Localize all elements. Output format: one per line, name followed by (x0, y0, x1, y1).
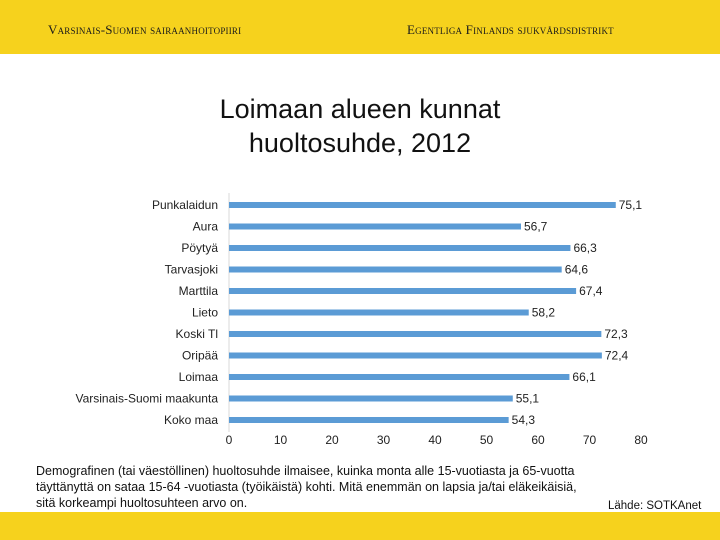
value-label: 72,3 (604, 327, 628, 341)
bar (229, 288, 577, 294)
bar (229, 331, 602, 337)
chart-title-line-1: Loimaan alueen kunnat (219, 94, 501, 124)
category-label: Loimaa (179, 370, 219, 384)
value-label: 67,4 (579, 284, 603, 298)
x-tick-label: 30 (377, 433, 391, 447)
value-label: 58,2 (532, 306, 556, 320)
x-tick-label: 20 (325, 433, 339, 447)
x-tick-label: 70 (583, 433, 597, 447)
category-label: Aura (193, 220, 219, 234)
x-tick-label: 40 (428, 433, 442, 447)
bar (229, 374, 570, 380)
x-tick-label: 0 (226, 433, 233, 447)
value-label: 54,3 (512, 413, 536, 427)
source-label: Lähde: SOTKAnet (608, 500, 702, 512)
category-label: Marttila (179, 284, 219, 298)
value-label: 75,1 (619, 198, 643, 212)
x-tick-label: 60 (531, 433, 545, 447)
value-label: 66,1 (572, 370, 596, 384)
header-band (0, 0, 720, 54)
chart-title: Loimaan alueen kunnat huoltosuhde, 2012 (130, 92, 590, 160)
footnote: Demografinen (tai väestöllinen) huoltosu… (36, 464, 577, 510)
category-label: Koski Tl (176, 327, 218, 341)
bar (229, 352, 602, 359)
x-tick-label: 10 (274, 433, 288, 447)
header-organization-sv: Egentliga Finlands sjukvårdsdistrikt (407, 22, 614, 37)
category-label: Pöytyä (181, 241, 218, 255)
bar (229, 266, 562, 273)
bar (229, 417, 509, 423)
x-tick-label: 80 (634, 433, 648, 447)
category-label: Koko maa (164, 413, 218, 427)
header-organization-fi: Varsinais-Suomen sairaanhoitopiiri (48, 22, 242, 37)
value-label: 66,3 (573, 241, 597, 255)
category-label: Lieto (192, 306, 218, 320)
bar (229, 223, 522, 230)
bar (229, 309, 529, 316)
bar (229, 245, 571, 251)
value-label: 55,1 (516, 392, 540, 406)
value-label: 56,7 (524, 220, 548, 234)
footer-band (0, 512, 720, 540)
category-label: Punkalaidun (152, 198, 218, 212)
value-label: 64,6 (565, 263, 589, 277)
chart-title-line-2: huoltosuhde, 2012 (248, 128, 472, 158)
bar (229, 395, 513, 402)
bar (229, 202, 616, 208)
value-label: 72,4 (605, 349, 629, 363)
category-label: Varsinais-Suomi maakunta (75, 392, 218, 406)
category-label: Tarvasjoki (165, 263, 218, 277)
x-tick-label: 50 (480, 433, 494, 447)
category-label: Oripää (182, 349, 218, 363)
